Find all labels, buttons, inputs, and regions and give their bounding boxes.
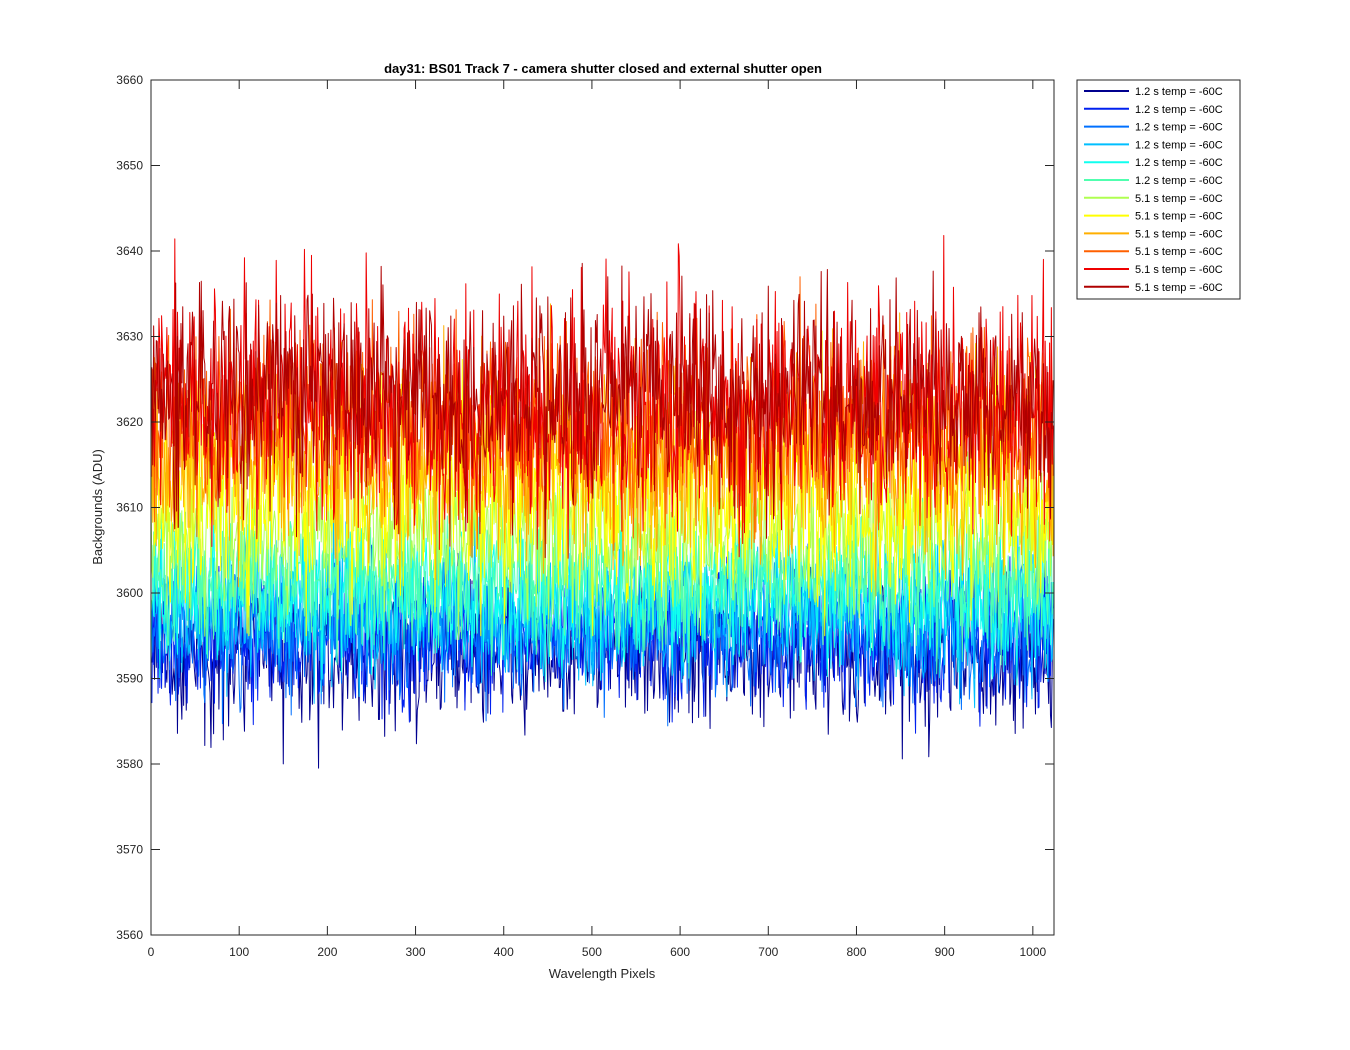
- chart-title: day31: BS01 Track 7 - camera shutter clo…: [384, 61, 822, 76]
- y-tick-label: 3590: [116, 672, 143, 686]
- legend: 1.2 s temp = -60C 1.2 s temp = -60C 1.2 s …: [1076, 79, 1241, 300]
- x-tick-label: 0: [148, 945, 155, 959]
- legend-box: [1076, 79, 1241, 300]
- y-tick-label: 3640: [116, 244, 143, 258]
- series-line: [151, 262, 1054, 559]
- legend-label: 5.1 s temp = -60C: [1135, 282, 1223, 294]
- y-axis-label: Backgrounds (ADU): [90, 449, 105, 565]
- y-tick-label: 3600: [116, 586, 143, 600]
- x-tick-label: 200: [317, 945, 337, 959]
- y-tick-label: 3610: [116, 501, 143, 515]
- x-tick-label: 400: [494, 945, 514, 959]
- x-tick-label: 100: [229, 945, 249, 959]
- legend-label: 1.2 s temp = -60C: [1135, 139, 1223, 151]
- series-line: [151, 510, 1054, 709]
- plot-frame: [150, 79, 1055, 936]
- x-tick-label: 1000: [1019, 945, 1046, 959]
- legend-label: 1.2 s temp = -60C: [1135, 122, 1223, 134]
- plot-area: 0 100 200 300 400 500 600 700 800 900 1000 3560 3570…: [116, 73, 1055, 959]
- y-tick-label: 3580: [116, 757, 143, 771]
- legend-label: 5.1 s temp = -60C: [1135, 211, 1223, 223]
- y-tick-label: 3660: [116, 73, 143, 87]
- y-tick-label: 3560: [116, 928, 143, 942]
- x-tick-label: 600: [670, 945, 690, 959]
- y-tick-label: 3570: [116, 843, 143, 857]
- y-tick-label: 3650: [116, 159, 143, 173]
- legend-label: 5.1 s temp = -60C: [1135, 246, 1223, 258]
- y-tick-label: 3630: [116, 330, 143, 344]
- legend-label: 5.1 s temp = -60C: [1135, 193, 1223, 205]
- legend-label: 5.1 s temp = -60C: [1135, 228, 1223, 240]
- legend-label: 1.2 s temp = -60C: [1135, 157, 1223, 169]
- y-tick-label: 3620: [116, 415, 143, 429]
- x-tick-label: 900: [935, 945, 955, 959]
- x-tick-label: 800: [846, 945, 866, 959]
- legend-label: 1.2 s temp = -60C: [1135, 175, 1223, 187]
- series-line: [151, 493, 1054, 686]
- x-tick-label: 500: [582, 945, 602, 959]
- legend-label: 1.2 s temp = -60C: [1135, 104, 1223, 116]
- x-axis-label: Wavelength Pixels: [549, 966, 656, 981]
- legend-label: 1.2 s temp = -60C: [1135, 86, 1223, 98]
- x-tick-label: 300: [406, 945, 426, 959]
- legend-label: 5.1 s temp = -60C: [1135, 264, 1223, 276]
- x-tick-label: 700: [758, 945, 778, 959]
- series-group: [151, 235, 1054, 769]
- ticks-group: 0 100 200 300 400 500 600 700 800 900 1000 3560 3570…: [116, 73, 1054, 959]
